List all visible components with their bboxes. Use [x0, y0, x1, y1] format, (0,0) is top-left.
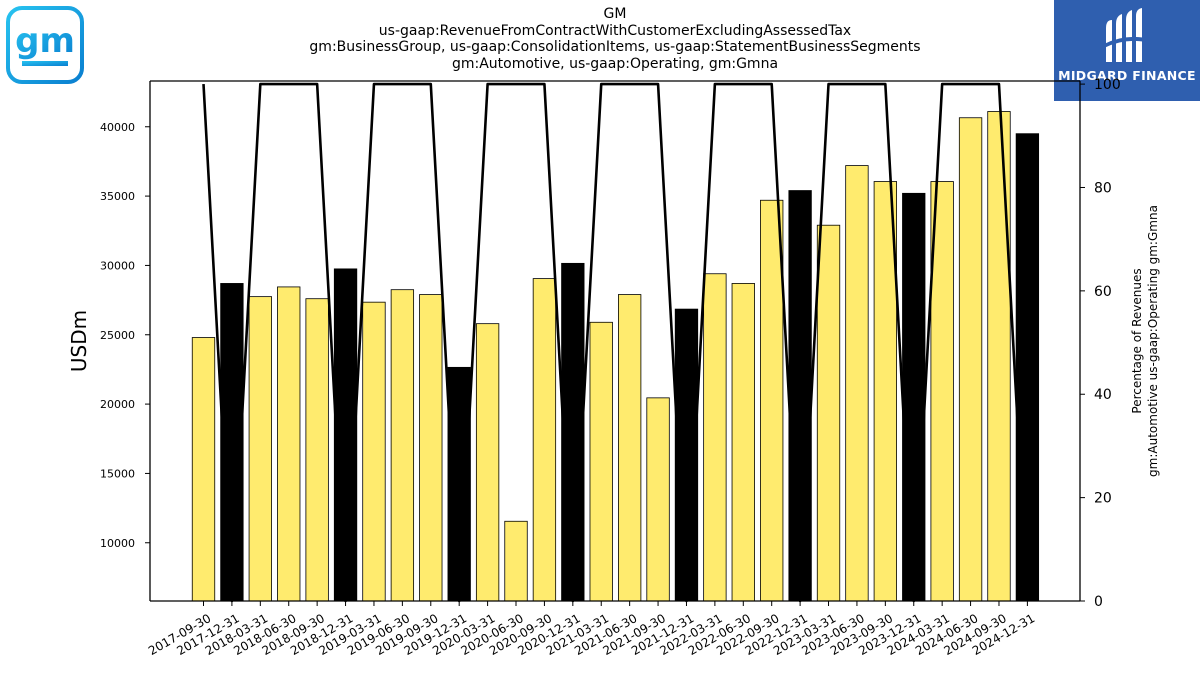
bar-2022-03-31 — [703, 273, 727, 602]
chart-title: GM us-gaap:RevenueFromContractWithCustom… — [150, 6, 1080, 72]
gm-logo-icon: gm — [6, 6, 84, 84]
y-tick-label: 10000 — [100, 537, 135, 550]
y-axis-label: USDm — [67, 310, 91, 372]
y2-tick-label: 80 — [1094, 180, 1112, 196]
x-axis-ticks: 2017-09-302017-12-312018-03-312018-06-30… — [146, 601, 1037, 658]
y2-tick-label: 60 — [1094, 284, 1112, 300]
bar-2023-06-30 — [845, 165, 869, 602]
y-tick-label: 25000 — [100, 329, 135, 342]
title-line-concept: us-gaap:RevenueFromContractWithCustomerE… — [378, 22, 852, 39]
y2-axis-label-line1: Percentage of Revenues — [1130, 268, 1144, 413]
bar-2018-09-30 — [305, 298, 329, 602]
bar-2023-03-31 — [816, 224, 841, 602]
gm-logo: gm — [6, 6, 84, 84]
title-line-members: gm:Automotive, us-gaap:Operating, gm:Gmn… — [451, 55, 779, 72]
y2-tick-label: 100 — [1094, 77, 1121, 93]
y2-tick-label: 20 — [1094, 491, 1112, 507]
y-tick-label: 15000 — [100, 467, 135, 480]
bar-2022-09-30 — [760, 199, 784, 602]
bar-2024-12-31 — [1015, 133, 1040, 602]
y2-axis-label-line2: gm:Automotive us-gaap:Operating gm:Gmna — [1146, 205, 1160, 477]
bar-2021-09-30 — [646, 397, 670, 602]
left-axis-ticks: 10000 15000 20000 25000 30000 35000 40000 — [100, 121, 150, 550]
midgard-finance-logo: MIDGARD FINANCE — [1054, 0, 1200, 101]
midgard-finance-text: MIDGARD FINANCE — [1058, 68, 1196, 83]
y2-tick-label: 0 — [1094, 594, 1103, 610]
y2-tick-label: 40 — [1094, 387, 1112, 403]
bar-2019-03-31 — [362, 301, 386, 602]
bar-2020-03-31 — [475, 323, 500, 602]
bar-2018-06-30 — [277, 286, 301, 602]
title-line-company: GM — [603, 6, 627, 22]
bar-2019-12-31 — [447, 366, 471, 602]
bar-series — [191, 111, 1040, 602]
bar-2018-03-31 — [248, 296, 272, 602]
percentage-line — [202, 82, 1029, 603]
bar-2024-09-30 — [987, 111, 1011, 602]
bar-2017-09-30 — [191, 337, 216, 602]
y-tick-label: 40000 — [100, 121, 135, 134]
right-axis-ticks: 0 20 40 60 80 100 — [1080, 77, 1121, 610]
bar-2022-06-30 — [731, 283, 755, 602]
bar-2020-09-30 — [532, 278, 557, 602]
bar-2021-03-31 — [589, 321, 613, 602]
bar-2022-12-31 — [788, 190, 812, 602]
bar-2020-06-30 — [504, 520, 528, 602]
bar-2019-09-30 — [419, 294, 443, 602]
title-line-axes: gm:BusinessGroup, us-gaap:ConsolidationI… — [309, 39, 921, 55]
bar-2019-06-30 — [390, 289, 415, 602]
gm-logo-text: gm — [15, 21, 75, 61]
bar-2021-06-30 — [618, 294, 642, 602]
midgard-emblem-icon — [1104, 8, 1146, 62]
bar-2024-06-30 — [958, 117, 983, 602]
y-tick-label: 30000 — [100, 259, 135, 272]
y-tick-label: 20000 — [100, 398, 135, 411]
bar-2020-12-31 — [561, 262, 585, 602]
y-tick-label: 35000 — [100, 190, 135, 203]
bar-2023-12-31 — [902, 192, 926, 602]
